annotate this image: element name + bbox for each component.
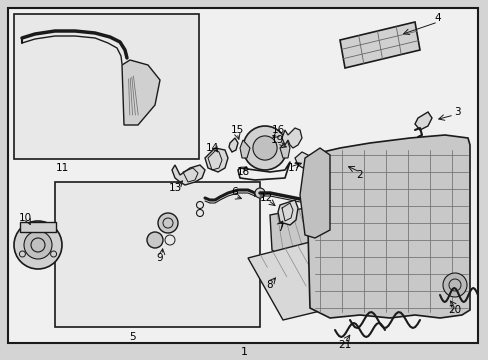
Circle shape (147, 232, 163, 248)
Text: 17: 17 (287, 163, 300, 173)
Circle shape (158, 213, 178, 233)
Polygon shape (269, 205, 354, 280)
Polygon shape (294, 152, 307, 168)
Text: 16: 16 (271, 125, 284, 135)
Polygon shape (339, 22, 419, 68)
Polygon shape (172, 165, 204, 185)
Text: 13: 13 (168, 183, 181, 193)
Polygon shape (307, 135, 469, 318)
Polygon shape (414, 112, 431, 130)
Circle shape (14, 221, 62, 269)
Text: 11: 11 (55, 163, 68, 173)
Polygon shape (228, 138, 238, 152)
Text: 10: 10 (19, 213, 32, 223)
Text: 5: 5 (129, 332, 136, 342)
Circle shape (254, 188, 264, 198)
Polygon shape (247, 242, 347, 320)
Polygon shape (282, 128, 302, 148)
Bar (20, 222, 56, 232)
Circle shape (24, 231, 52, 259)
Polygon shape (278, 200, 297, 225)
Text: 3: 3 (453, 107, 459, 117)
Text: 14: 14 (205, 143, 218, 153)
Polygon shape (314, 205, 379, 270)
Text: 19: 19 (270, 135, 283, 145)
Circle shape (252, 136, 277, 160)
Polygon shape (122, 60, 160, 125)
Polygon shape (240, 140, 249, 158)
Text: 6: 6 (231, 187, 238, 197)
Text: 9: 9 (156, 253, 163, 263)
Text: 12: 12 (259, 193, 272, 203)
Text: 21: 21 (338, 340, 351, 350)
Circle shape (442, 273, 466, 297)
Bar (55, 182, 260, 327)
Text: 7: 7 (276, 223, 283, 233)
Polygon shape (280, 140, 289, 158)
Circle shape (243, 126, 286, 170)
Text: 15: 15 (230, 125, 243, 135)
Text: 18: 18 (236, 167, 249, 177)
Text: 20: 20 (447, 305, 461, 315)
Polygon shape (299, 148, 329, 238)
Text: 1: 1 (240, 347, 247, 357)
Bar (14, 14, 199, 159)
Text: 4: 4 (434, 13, 440, 23)
Polygon shape (204, 148, 227, 172)
Text: 2: 2 (356, 170, 363, 180)
Text: 8: 8 (266, 280, 273, 290)
